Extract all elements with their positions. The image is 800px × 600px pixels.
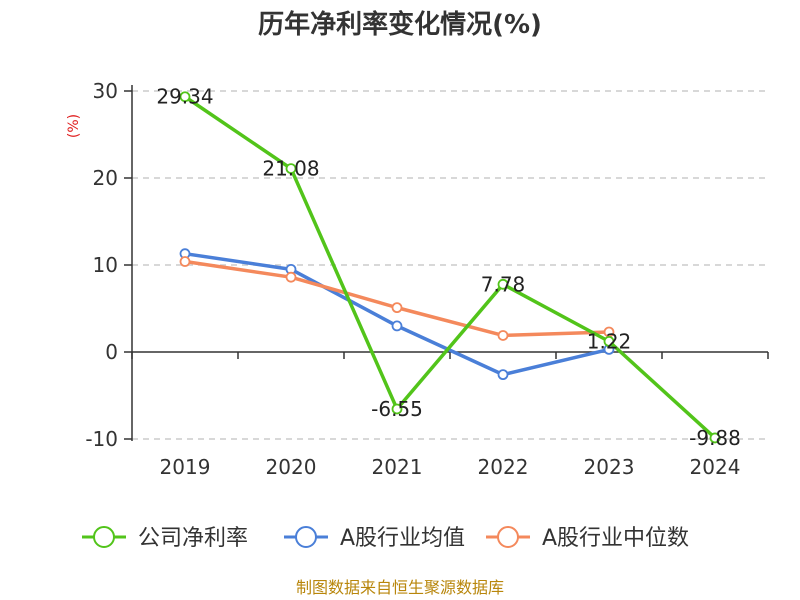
- legend-marker: [93, 526, 115, 548]
- legend-label: A股行业均值: [340, 526, 465, 551]
- data-point: [179, 256, 191, 267]
- y-tick-label: 10: [93, 253, 118, 277]
- legend-label: 公司净利率: [138, 526, 248, 551]
- data-point: [497, 278, 509, 290]
- data-point: [179, 91, 191, 103]
- data-point: [497, 369, 509, 381]
- x-tick-label: 2019: [160, 455, 211, 479]
- data-point: [391, 302, 403, 314]
- data-label: 1.22: [587, 329, 632, 353]
- data-label: -6.55: [371, 397, 423, 421]
- grid-lines: [132, 90, 768, 440]
- legend-item-2[interactable]: A股行业中位数: [486, 526, 689, 551]
- x-tick-label: 2024: [690, 455, 741, 479]
- data-point: [709, 432, 721, 444]
- axes: 30 20 10 0 -10 2019 2020 2021 2022 2023 2024: [85, 79, 769, 479]
- data-point: [285, 271, 297, 283]
- legend-label: A股行业中位数: [542, 526, 689, 551]
- x-tick-label: 2020: [266, 455, 317, 479]
- x-tick-label: 2021: [372, 455, 423, 479]
- data-point: [497, 330, 509, 341]
- legend-marker: [295, 526, 317, 548]
- data-label: 7.78: [481, 272, 526, 296]
- data-point: [391, 403, 403, 415]
- legend-item-1[interactable]: A股行业均值: [284, 526, 465, 551]
- y-tick-label: -10: [85, 427, 118, 451]
- source-note: 制图数据来自恒生聚源数据库: [296, 578, 504, 597]
- series-line-0: [184, 95, 717, 440]
- legend-item-0[interactable]: 公司净利率: [82, 526, 248, 551]
- data-label: -9.88: [689, 426, 741, 450]
- y-tick-label: 30: [93, 79, 118, 103]
- legend[interactable]: 公司净利率 A股行业均值 A股行业中位数: [82, 526, 689, 551]
- chart-title: 历年净利率变化情况(%): [258, 9, 542, 40]
- data-labels: 29.34 21.08 -6.55 7.78 1.22 -9.88: [156, 85, 741, 450]
- y-tick-label: 0: [105, 340, 118, 364]
- data-label: 21.08: [262, 157, 319, 181]
- data-point: [285, 163, 297, 175]
- data-point: [603, 335, 615, 347]
- series-lines: [179, 91, 721, 444]
- data-label: 29.34: [156, 85, 213, 109]
- y-tick-label: 20: [93, 166, 118, 190]
- y-axis-label: (%): [66, 114, 82, 138]
- x-tick-label: 2023: [584, 455, 635, 479]
- x-tick-label: 2022: [478, 455, 529, 479]
- data-point: [391, 320, 403, 332]
- legend-marker: [497, 526, 519, 548]
